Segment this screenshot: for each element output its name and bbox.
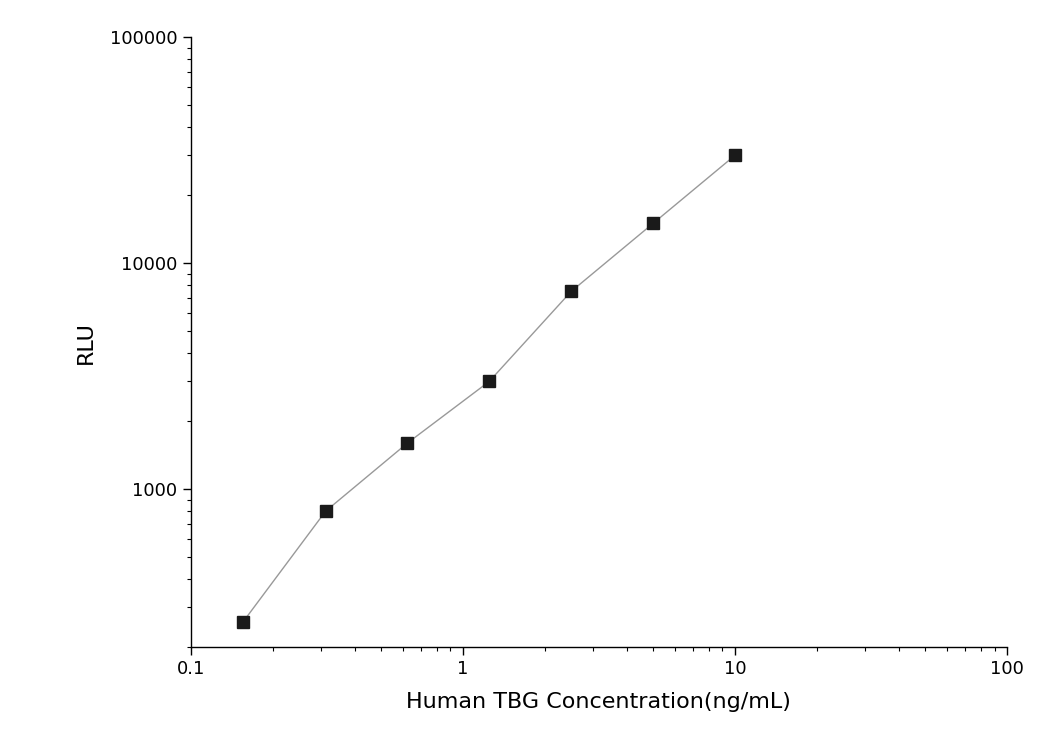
Y-axis label: RLU: RLU [76, 321, 96, 364]
X-axis label: Human TBG Concentration(ng/mL): Human TBG Concentration(ng/mL) [406, 693, 792, 712]
